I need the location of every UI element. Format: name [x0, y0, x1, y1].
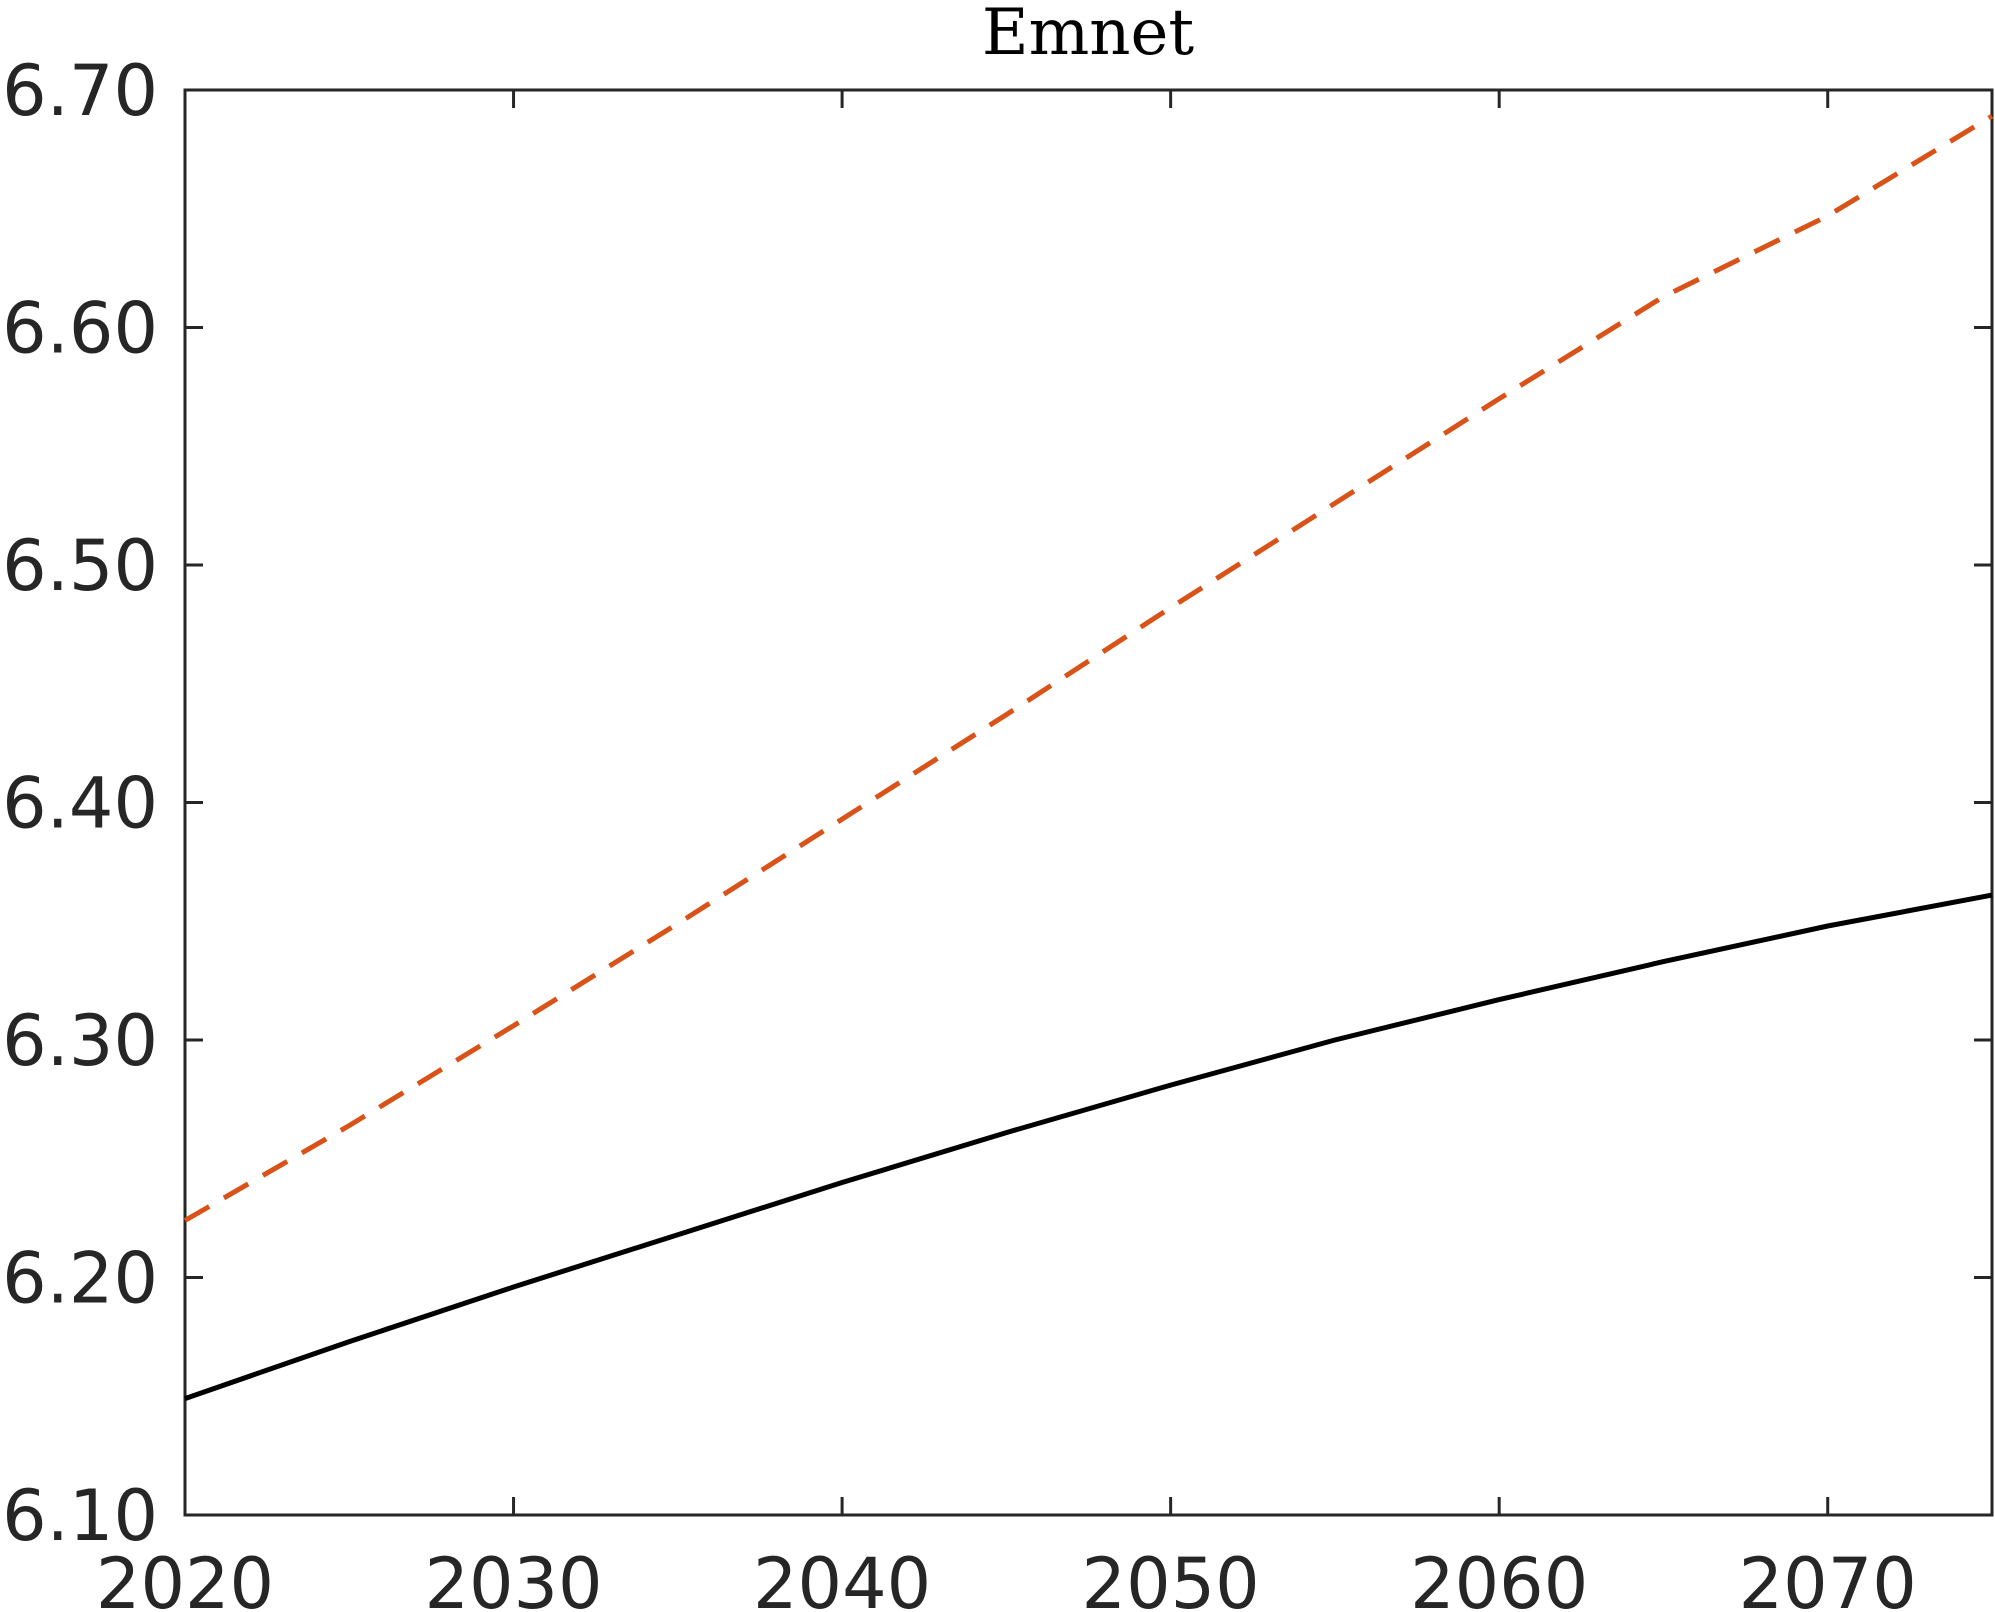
- y-tick-label: 6.20: [2, 1238, 158, 1320]
- x-tick-label: 2040: [753, 1543, 931, 1612]
- plot-frame: [183, 88, 1994, 1517]
- y-tick-label: 6.70: [2, 50, 158, 132]
- x-tick-label: 2060: [1410, 1543, 1588, 1612]
- series-line-dashed: [183, 113, 1994, 1223]
- y-tick-label: 6.40: [2, 763, 158, 845]
- x-tick-label: 2020: [96, 1543, 274, 1612]
- y-tick-label: 6.10: [2, 1475, 158, 1557]
- y-tick-label: 6.50: [2, 525, 158, 607]
- y-tick-label: 6.30: [2, 1000, 158, 1082]
- series-line-solid: [184, 892, 1993, 1401]
- chart-title: Emnet: [982, 0, 1195, 70]
- plot-area: 2020 2030 2040 2050 2060 2070 6.10 6.20 6.30 6.40…: [2, 50, 1994, 1612]
- x-tick-label: 2030: [424, 1543, 602, 1612]
- series-layer: [183, 113, 1994, 1401]
- x-tick-label: 2070: [1739, 1543, 1917, 1612]
- y-tick-label: 6.60: [2, 288, 158, 370]
- x-tick-label: 2050: [1082, 1543, 1260, 1612]
